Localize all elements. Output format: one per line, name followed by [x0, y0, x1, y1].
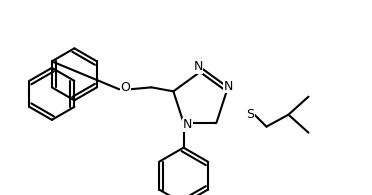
Text: O: O — [121, 81, 130, 94]
Text: N: N — [224, 80, 233, 93]
Text: N: N — [183, 118, 192, 131]
Text: N: N — [193, 60, 203, 74]
Text: S: S — [247, 108, 254, 121]
